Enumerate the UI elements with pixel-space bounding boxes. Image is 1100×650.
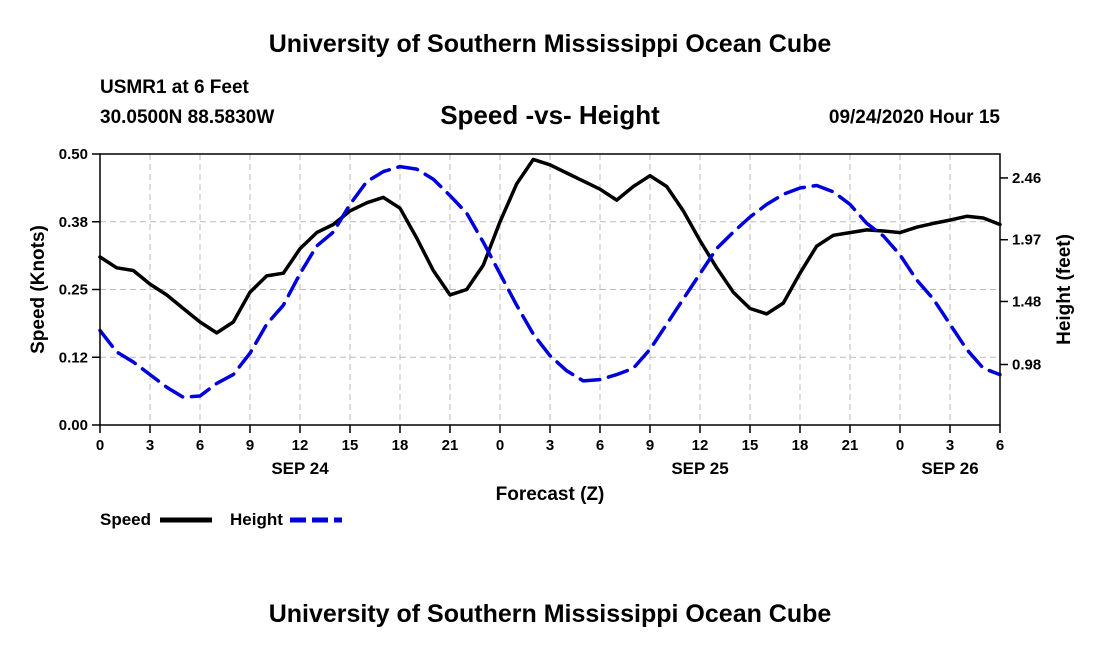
x-tick-label: 3 <box>546 437 554 454</box>
x-tick-label: 15 <box>742 437 759 454</box>
day-label: SEP 24 <box>271 459 329 478</box>
grid <box>100 154 1000 425</box>
x-tick-label: 9 <box>646 437 654 454</box>
y2-tick-label: 1.48 <box>1012 293 1041 310</box>
y2-axis-label: Height (feet) <box>1054 234 1075 345</box>
x-tick-label: 15 <box>342 437 359 454</box>
x-axis-label: Forecast (Z) <box>496 484 605 505</box>
series-line-height <box>98 164 1002 400</box>
y-axis-label: Speed (Knots) <box>28 225 49 354</box>
y2-tick-label: 1.97 <box>1012 232 1041 249</box>
x-tick-label: 3 <box>946 437 954 454</box>
y-tick-label: 0.38 <box>59 214 88 231</box>
station-coords: 30.0500N 88.5830W <box>100 107 275 128</box>
x-tick-label: 12 <box>292 437 309 454</box>
x-tick-label: 0 <box>96 437 104 454</box>
forecast-datetime: 09/24/2020 Hour 15 <box>828 107 1000 128</box>
chart-title: Speed -vs- Height <box>440 100 660 130</box>
x-tick-label: 6 <box>596 437 604 454</box>
y2-tick-label: 0.98 <box>1012 356 1041 373</box>
top-title: University of Southern Mississippi Ocean… <box>268 30 832 58</box>
legend-speed-label: Speed <box>100 510 151 529</box>
series-line-speed <box>98 157 1002 335</box>
x-tick-label: 12 <box>692 437 709 454</box>
speed-height-chart: Speed -vs- Height 0 3 6 9 12 15 18 21 0 3 6 9 12 15 18… <box>28 100 1075 529</box>
bottom-title: University of Southern Mississippi Ocean… <box>268 600 832 628</box>
x-tick-label: 21 <box>842 437 859 454</box>
x-tick-label: 6 <box>196 437 204 454</box>
y-tick-label: 0.50 <box>59 146 88 163</box>
legend-height-label: Height <box>230 510 283 529</box>
y-tick-label: 0.00 <box>59 417 88 434</box>
station-label: USMR1 at 6 Feet <box>100 77 249 98</box>
day-label: SEP 26 <box>921 459 978 478</box>
x-tick-label: 9 <box>246 437 254 454</box>
x-tick-label: 0 <box>896 437 904 454</box>
y-tick-label: 0.25 <box>59 282 88 299</box>
axes: 0 3 6 9 12 15 18 21 0 3 6 9 12 15 18 21 0 3 6 SEP 24 SEP 25 S… <box>59 146 1041 478</box>
y-tick-label: 0.12 <box>59 349 88 366</box>
x-tick-label: 18 <box>792 437 809 454</box>
x-tick-label: 3 <box>146 437 154 454</box>
series-layer <box>98 157 1002 400</box>
legend: Speed Height <box>100 510 342 529</box>
day-label: SEP 25 <box>671 459 728 478</box>
y2-tick-label: 2.46 <box>1012 170 1041 187</box>
x-tick-label: 18 <box>392 437 409 454</box>
x-tick-label: 6 <box>996 437 1004 454</box>
x-tick-label: 0 <box>496 437 504 454</box>
x-tick-label: 21 <box>442 437 459 454</box>
